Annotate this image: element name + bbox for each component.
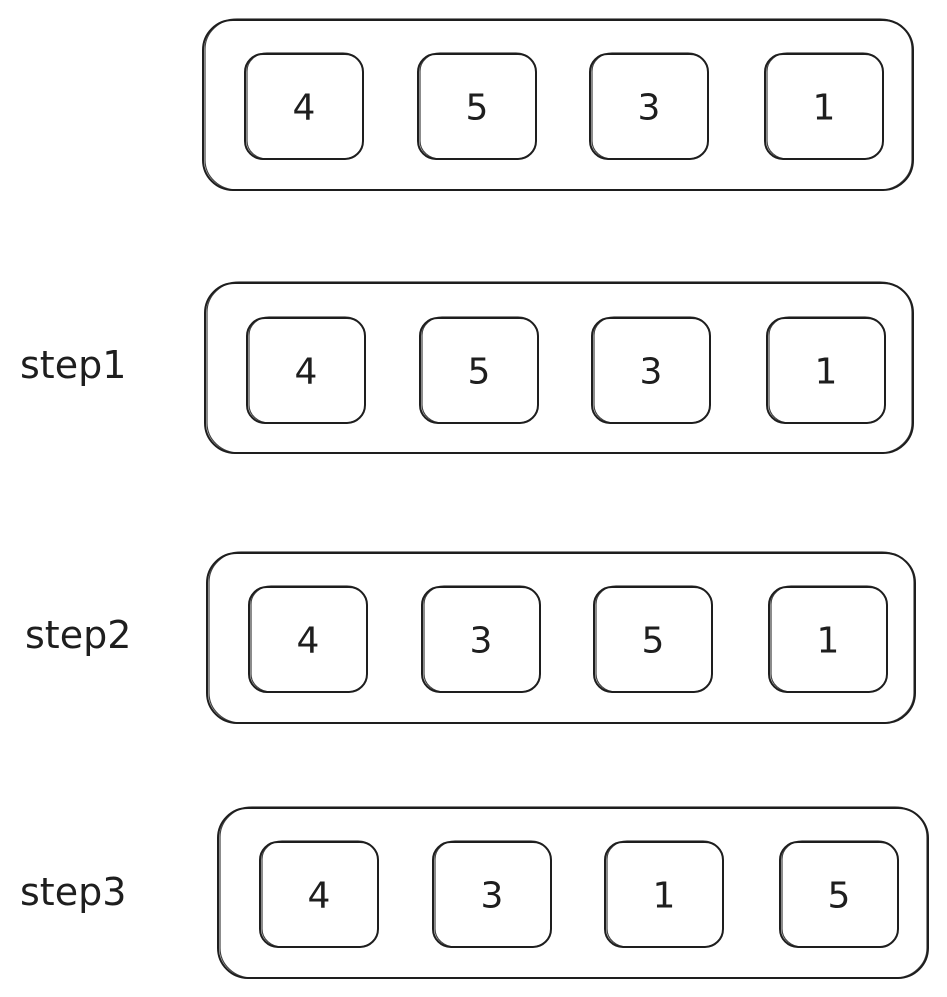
cell-box-sketch [434, 840, 552, 948]
array-row-1: step1 4 5 3 1 [20, 281, 914, 454]
array-cell: 4 [248, 585, 368, 693]
cell-box-sketch [593, 316, 711, 424]
array-row-2: step2 4 3 5 1 [25, 551, 916, 724]
cell-value: 3 [470, 621, 493, 662]
array-cell: 4 [244, 52, 364, 160]
array-cell: 4 [246, 316, 366, 424]
array-cell: 1 [768, 585, 888, 693]
array-container-sketch [204, 18, 913, 191]
cell-value: 1 [813, 88, 836, 129]
array-container-sketch [206, 281, 913, 454]
array-cell: 1 [604, 840, 724, 948]
cell-value: 5 [642, 621, 665, 662]
cell-value: 5 [468, 352, 491, 393]
array-cell: 3 [591, 316, 711, 424]
cell-value: 3 [638, 88, 661, 129]
array-row-3: step3 4 3 1 5 [20, 806, 929, 979]
array-cell: 5 [417, 52, 537, 160]
array-cell: 5 [419, 316, 539, 424]
array-cell: 5 [593, 585, 713, 693]
cell-box-sketch [770, 585, 888, 693]
array-container-sketch [208, 551, 915, 724]
cell-box-sketch [261, 840, 379, 948]
cell-box-sketch [246, 52, 364, 160]
cell-box-sketch [595, 585, 713, 693]
array-cell: 4 [259, 840, 379, 948]
cell-value: 4 [297, 621, 320, 662]
cell-value: 3 [481, 876, 504, 917]
cell-box-sketch [606, 840, 724, 948]
row-label: step2 [25, 613, 131, 657]
cell-box-sketch [421, 316, 539, 424]
cell-box-sketch [248, 316, 366, 424]
cell-value: 1 [653, 876, 676, 917]
cell-value: 5 [828, 876, 851, 917]
cell-value: 1 [817, 621, 840, 662]
array-cell: 1 [764, 52, 884, 160]
array-row-0: 4 5 3 1 [202, 18, 914, 191]
cell-box-sketch [591, 52, 709, 160]
cell-value: 4 [295, 352, 318, 393]
cell-box-sketch [423, 585, 541, 693]
array-container-sketch [219, 806, 928, 979]
cell-value: 4 [293, 88, 316, 129]
cell-value: 5 [466, 88, 489, 129]
cell-box-sketch [250, 585, 368, 693]
cell-box-sketch [768, 316, 886, 424]
array-cell: 5 [779, 840, 899, 948]
cell-value: 1 [815, 352, 838, 393]
array-cell: 1 [766, 316, 886, 424]
cell-box-sketch [781, 840, 899, 948]
cell-box-sketch [419, 52, 537, 160]
array-cell: 3 [421, 585, 541, 693]
array-cell: 3 [589, 52, 709, 160]
row-label: step3 [20, 870, 126, 914]
row-label: step1 [20, 343, 126, 387]
cell-value: 4 [308, 876, 331, 917]
array-cell: 3 [432, 840, 552, 948]
cell-box-sketch [766, 52, 884, 160]
cell-value: 3 [640, 352, 663, 393]
